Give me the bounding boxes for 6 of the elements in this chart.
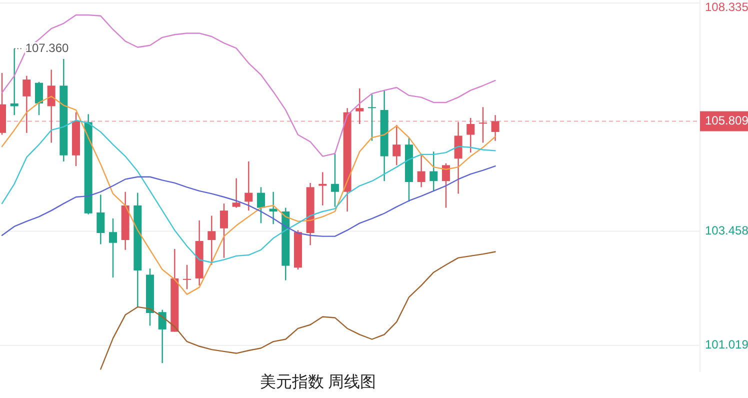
ref-label: 105.809 [700,111,748,132]
y-tick-label: 108.335 [705,0,748,14]
text: 美元指数 周线图 [260,373,376,391]
ref-line-label: 105.809 [705,113,748,128]
y-tick-label: 103.458 [705,223,748,238]
y-tick-label: 101.019 [705,338,748,352]
